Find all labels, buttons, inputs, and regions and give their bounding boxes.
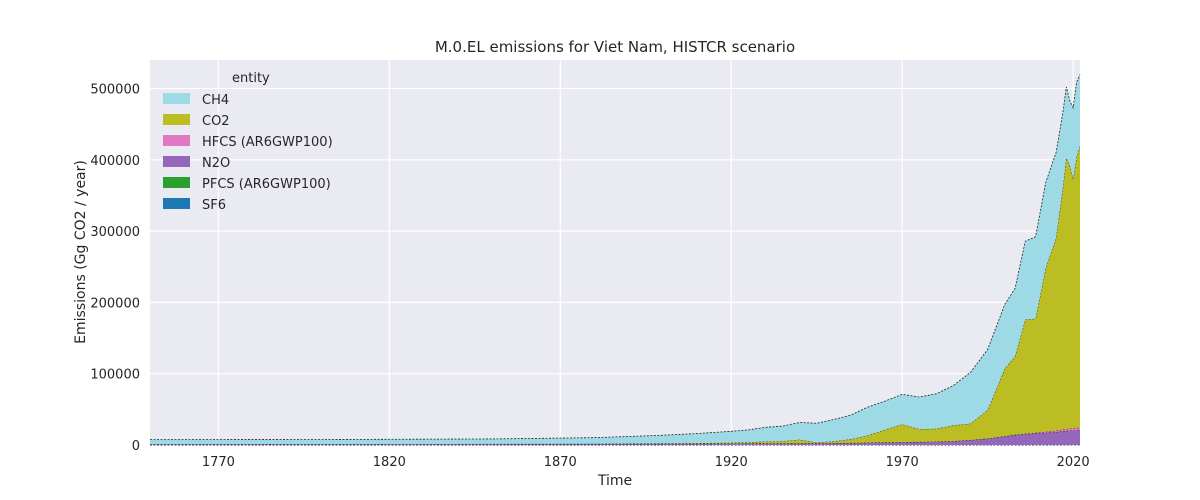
legend-label-3: N2O — [202, 156, 230, 171]
legend-label-0: CH4 — [202, 93, 229, 108]
x-tick-label-0: 1770 — [202, 455, 235, 470]
y-tick-label-2: 200000 — [90, 296, 140, 311]
y-tick-label-1: 100000 — [90, 368, 140, 383]
legend: entity CH4 CO2 HFCS (AR6GWP100) N2O PFCS (AR… — [163, 71, 333, 213]
area-n2o — [150, 429, 1080, 445]
boundary-line-5 — [149, 74, 1081, 441]
area-co2 — [150, 145, 1080, 445]
x-tick-label-4: 1970 — [886, 455, 919, 470]
legend-label-2: HFCS (AR6GWP100) — [202, 135, 333, 150]
legend-title: entity — [232, 71, 270, 86]
y-tick-label-4: 400000 — [90, 154, 140, 169]
legend-swatch-2 — [163, 135, 190, 146]
y-axis-label: Emissions (Gg CO2 / year) — [73, 160, 89, 344]
legend-swatch-1 — [163, 114, 190, 125]
legend-swatch-5 — [163, 198, 190, 209]
legend-swatch-3 — [163, 156, 190, 167]
chart-title: M.0.EL emissions for Viet Nam, HISTCR sc… — [435, 38, 795, 56]
x-tick-label-5: 2020 — [1057, 455, 1090, 470]
x-axis-ticks: 1770 1820 1870 1920 1970 2020 — [202, 455, 1090, 470]
x-tick-label-2: 1870 — [544, 455, 577, 470]
y-tick-label-5: 500000 — [90, 83, 140, 98]
legend-swatch-4 — [163, 177, 190, 188]
legend-label-4: PFCS (AR6GWP100) — [202, 177, 331, 192]
y-tick-label-3: 300000 — [90, 225, 140, 240]
x-tick-label-3: 1920 — [715, 455, 748, 470]
area-ch4 — [150, 74, 1080, 445]
series-areas — [149, 74, 1081, 446]
y-tick-label-0: 0 — [132, 439, 140, 454]
legend-label-5: SF6 — [202, 198, 226, 213]
x-axis-label: Time — [597, 473, 632, 489]
y-axis-ticks: 0 100000 200000 300000 400000 500000 — [90, 83, 140, 454]
x-tick-label-1: 1820 — [373, 455, 406, 470]
plot-background — [150, 60, 1080, 445]
legend-label-1: CO2 — [202, 114, 230, 129]
legend-swatch-0 — [163, 93, 190, 104]
